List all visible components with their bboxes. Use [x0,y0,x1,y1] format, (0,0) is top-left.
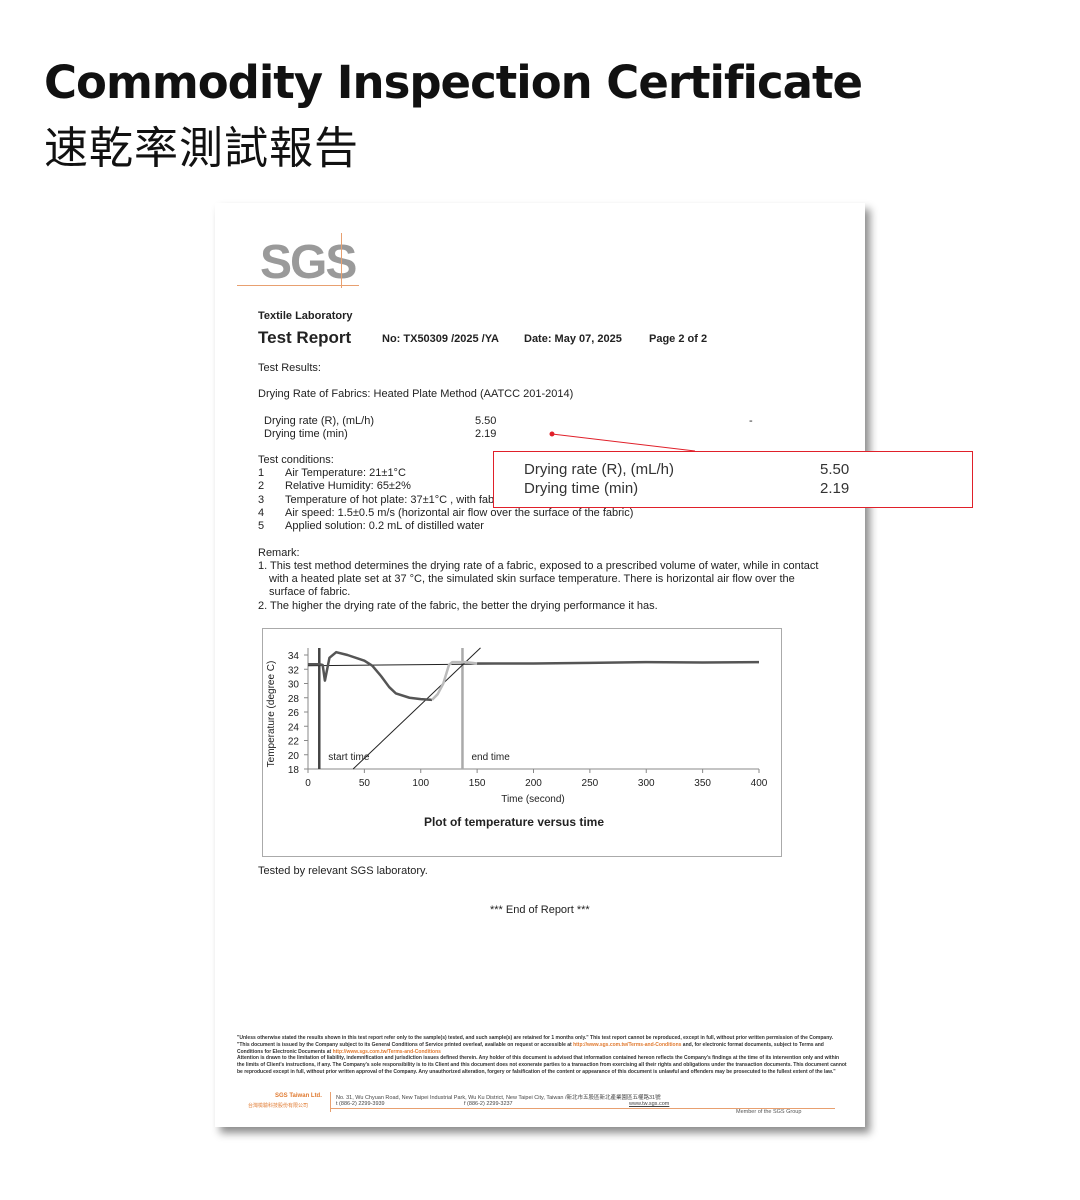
y-axis-label: Temperature (degree C) [266,661,277,768]
x-tick-label: 250 [582,778,599,789]
y-tick-label: 34 [288,651,300,662]
temperature-series [431,660,478,701]
temperature-chart: 0 50 100 150 200 250 300 350 400 18 20 22 24 26 28 30 32… [266,647,768,829]
temperature-series [477,660,760,665]
member-note: Member of the SGS Group [736,1109,802,1115]
conditions-label: Test conditions: [258,454,334,466]
callout-anchor-dot [549,431,555,437]
tested-by: Tested by relevant SGS laboratory. [258,865,428,877]
y-tick-label: 26 [288,708,300,719]
callout-rate-label: Drying rate (R), (mL/h) [524,461,675,478]
y-tick-label: 32 [288,665,300,676]
condition-item: 2 Relative Humidity: 65±2% [258,480,411,493]
telephone: t (886-2) 2299-3939 [336,1101,385,1107]
x-tick-label: 400 [751,778,768,789]
footer-divider [330,1092,331,1112]
logo-divider [237,285,359,286]
tangent-line [352,647,481,770]
result-extra: - [749,415,753,427]
y-tick-label: 28 [288,694,300,705]
terms-link[interactable]: http://www.sgs.com.tw/Terms-and-Conditio… [573,1041,682,1048]
condition-item: 1 Air Temperature: 21±1°C [258,467,406,479]
report-no: No: TX50309 /2025 /YA [382,333,499,345]
remark-line: 1. This test method determines the dryin… [258,560,819,572]
marker-label: start time [328,752,370,763]
results-label: Test Results: [258,362,321,374]
x-tick-label: 100 [412,778,429,789]
page-subtitle: 速乾率測試報告 [44,124,359,173]
chart-frame [262,628,782,857]
company-name-zh: 台灣檢驗科技股份有限公司 [248,1103,309,1109]
result-value: 2.19 [475,428,497,440]
x-tick-label: 50 [359,778,371,789]
logo-divider [341,233,342,288]
result-label: Drying rate (R), (mL/h) [264,415,375,427]
report-title: Test Report [258,328,352,347]
page-number: Page 2 of 2 [649,333,708,345]
result-value: 5.50 [475,415,497,427]
callout-leader-line [551,433,696,452]
y-tick-label: 30 [288,680,300,691]
fax: f (886-2) 2299-3237 [464,1101,513,1107]
website-link[interactable]: www.tw.sgs.com [629,1101,670,1107]
legal-footer: "Unless otherwise stated the results sho… [237,1035,847,1075]
x-axis-label: Time (second) [501,794,565,805]
callout-rate-value: 5.50 [820,461,850,478]
callout-time-value: 2.19 [820,480,850,497]
terms-link-electronic[interactable]: http://www.sgs.com.tw/Terms-and-Conditio… [332,1048,441,1055]
lab-name: Textile Laboratory [258,310,353,322]
x-tick-label: 300 [638,778,655,789]
y-tick-label: 18 [288,765,300,776]
results-callout: Drying rate (R), (mL/h) 5.50 Drying time… [493,451,973,508]
remark-line: 2. The higher the drying rate of the fab… [258,600,658,612]
footer-rule [330,1108,835,1109]
end-of-report: *** End of Report *** [490,904,590,916]
report-date: Date: May 07, 2025 [524,333,622,345]
test-method: Drying Rate of Fabrics: Heated Plate Met… [258,388,574,400]
condition-item: 4 Air speed: 1.5±0.5 m/s (horizontal air … [258,506,634,519]
y-tick-label: 24 [288,722,300,733]
y-tick-label: 20 [288,751,300,762]
company-address: No. 31, Wu Chyuan Road, New Taipei Indus… [336,1095,661,1101]
remark-label: Remark: [258,547,300,559]
page-title: Commodity Inspection Certificate [44,56,863,109]
marker-label: end time [471,752,510,763]
temperature-series [308,650,433,702]
remark-line: with a heated plate set at 37 °C, the si… [269,573,795,585]
condition-item: 3 Temperature of hot plate: 37±1°C , with… [258,493,495,506]
callout-time-label: Drying time (min) [524,480,639,497]
company-name: SGS Taiwan Ltd. [275,1093,322,1099]
condition-item: 5 Applied solution: 0.2 mL of distilled w… [258,520,484,533]
x-tick-label: 0 [305,778,311,789]
conditions-list: 1 Air Temperature: 21±1°C 2 Relative Humid… [258,467,633,533]
remark-line: surface of fabric. [269,586,351,598]
result-label: Drying time (min) [264,428,348,440]
x-tick-label: 150 [469,778,486,789]
y-tick-label: 22 [288,737,300,748]
x-tick-label: 200 [525,778,542,789]
x-tick-label: 350 [694,778,711,789]
chart-title: Plot of temperature versus time [424,815,604,829]
